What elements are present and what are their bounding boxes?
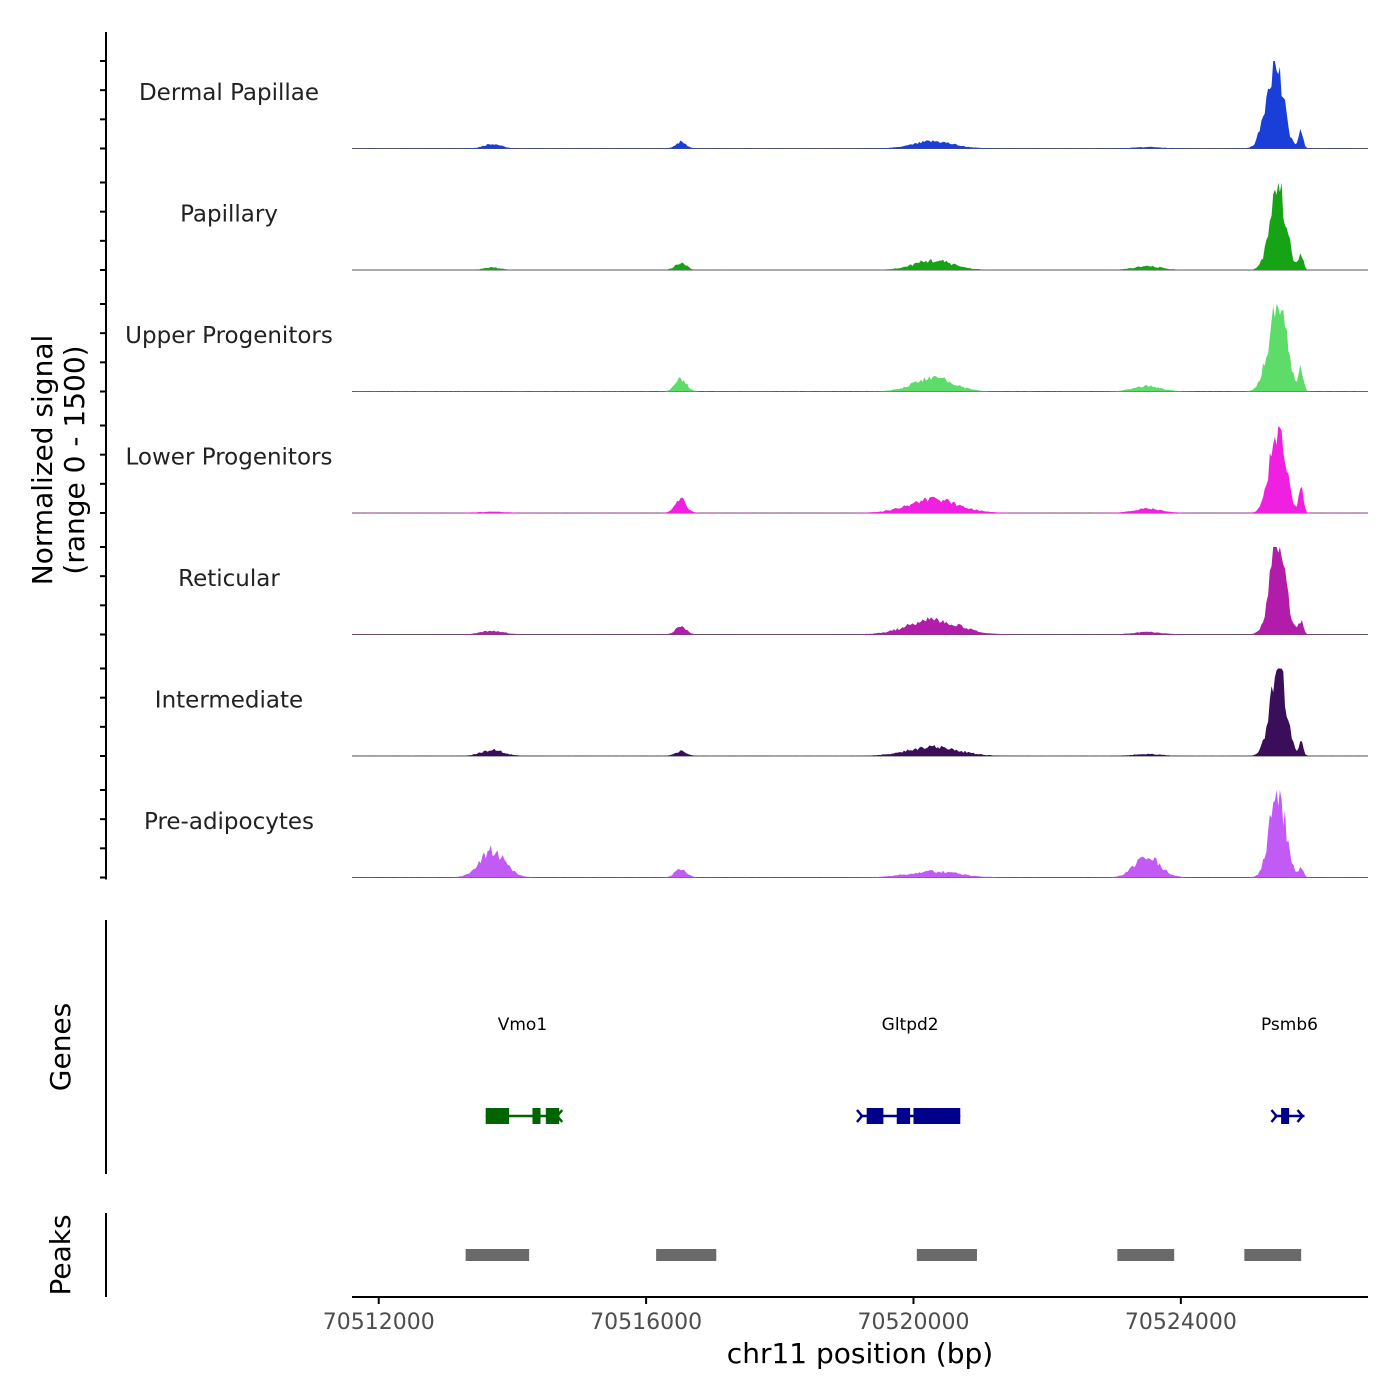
gene-exon bbox=[913, 1108, 961, 1124]
y-axis-range: (range 0 - 1500) bbox=[58, 345, 91, 574]
coverage-area-lower-progenitors bbox=[352, 426, 1368, 513]
strand-arrow bbox=[555, 1109, 564, 1123]
signal-axis bbox=[100, 32, 107, 880]
peak-region bbox=[1244, 1249, 1302, 1261]
track-label: Papillary bbox=[180, 202, 278, 228]
gene-exon bbox=[532, 1108, 541, 1124]
coverage-area-intermediate bbox=[352, 668, 1368, 756]
gene-exon bbox=[866, 1108, 884, 1124]
y-axis-title: Normalized signal bbox=[26, 335, 59, 586]
coverage-area-pre-adipocytes bbox=[352, 790, 1368, 878]
coverage-area-papillary bbox=[352, 182, 1368, 270]
coverage-area-dermal-papillae bbox=[352, 61, 1368, 149]
track-label: Reticular bbox=[178, 566, 280, 592]
coverage-tracks: Dermal Papillae Papillary Upper Progenitor… bbox=[125, 61, 1368, 878]
strand-arrow bbox=[1296, 1109, 1305, 1123]
coverage-area-upper-progenitors bbox=[352, 304, 1368, 392]
gene-vmo1: Vmo1 bbox=[485, 1015, 564, 1124]
gene-label: Vmo1 bbox=[498, 1015, 547, 1035]
strand-arrow bbox=[952, 1109, 960, 1123]
x-tick-label: 70520000 bbox=[857, 1310, 969, 1335]
gene-label: Psmb6 bbox=[1261, 1015, 1318, 1035]
strand-arrow bbox=[1270, 1109, 1279, 1123]
gene-psmb6: Psmb6 bbox=[1261, 1015, 1318, 1124]
peak-region bbox=[916, 1249, 977, 1261]
x-tick-label: 70516000 bbox=[590, 1310, 702, 1335]
track-label: Lower Progenitors bbox=[126, 445, 333, 471]
genes-track-title: Genes bbox=[44, 1003, 77, 1091]
peak-region bbox=[656, 1249, 717, 1261]
track-label: Upper Progenitors bbox=[125, 323, 333, 349]
x-tick-label: 70524000 bbox=[1125, 1310, 1237, 1335]
peaks-track-title: Peaks bbox=[44, 1214, 77, 1295]
gene-exon bbox=[896, 1108, 911, 1124]
peak-region bbox=[465, 1249, 530, 1261]
strand-arrow bbox=[856, 1109, 864, 1123]
strand-arrow bbox=[486, 1109, 494, 1123]
track-label: Dermal Papillae bbox=[139, 80, 319, 106]
genes-track: Vmo1 Gltpd2 Psmb6 bbox=[105, 920, 1318, 1174]
track-label: Pre-adipocytes bbox=[144, 809, 314, 835]
coverage-area-reticular bbox=[352, 547, 1368, 635]
track-label: Intermediate bbox=[155, 688, 303, 714]
gene-exon bbox=[1281, 1108, 1290, 1124]
gene-label: Gltpd2 bbox=[882, 1015, 939, 1035]
x-axis: 70512000 70516000 70520000 70524000 bbox=[323, 1296, 1368, 1335]
peak-region bbox=[1117, 1249, 1175, 1261]
peaks-track bbox=[105, 1213, 1302, 1297]
gene-gltpd2: Gltpd2 bbox=[856, 1015, 961, 1124]
x-axis-title: chr11 position (bp) bbox=[727, 1337, 993, 1370]
gene-exon bbox=[545, 1108, 560, 1124]
x-tick-label: 70512000 bbox=[323, 1310, 435, 1335]
